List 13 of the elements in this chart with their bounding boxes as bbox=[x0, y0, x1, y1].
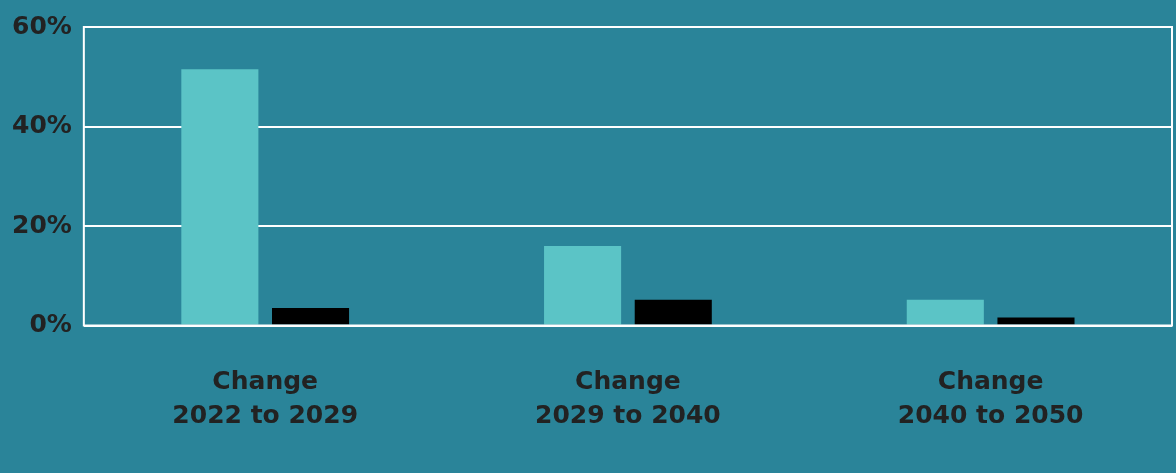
x-tick-label: Change 2029 to 2040 bbox=[535, 365, 721, 429]
bar bbox=[906, 299, 984, 325]
y-tick-label: 20% bbox=[12, 209, 72, 239]
bar bbox=[544, 245, 622, 325]
y-tick-label: 40% bbox=[12, 110, 72, 139]
x-tick-label: Change 2040 to 2050 bbox=[897, 365, 1084, 429]
x-tick-label: Change 2022 to 2029 bbox=[172, 365, 359, 429]
bar bbox=[181, 69, 259, 325]
y-tick-label: 0% bbox=[29, 309, 72, 338]
bar bbox=[272, 308, 350, 325]
bar bbox=[997, 317, 1075, 325]
y-tick-label: 60% bbox=[12, 10, 72, 40]
bar bbox=[634, 299, 712, 325]
